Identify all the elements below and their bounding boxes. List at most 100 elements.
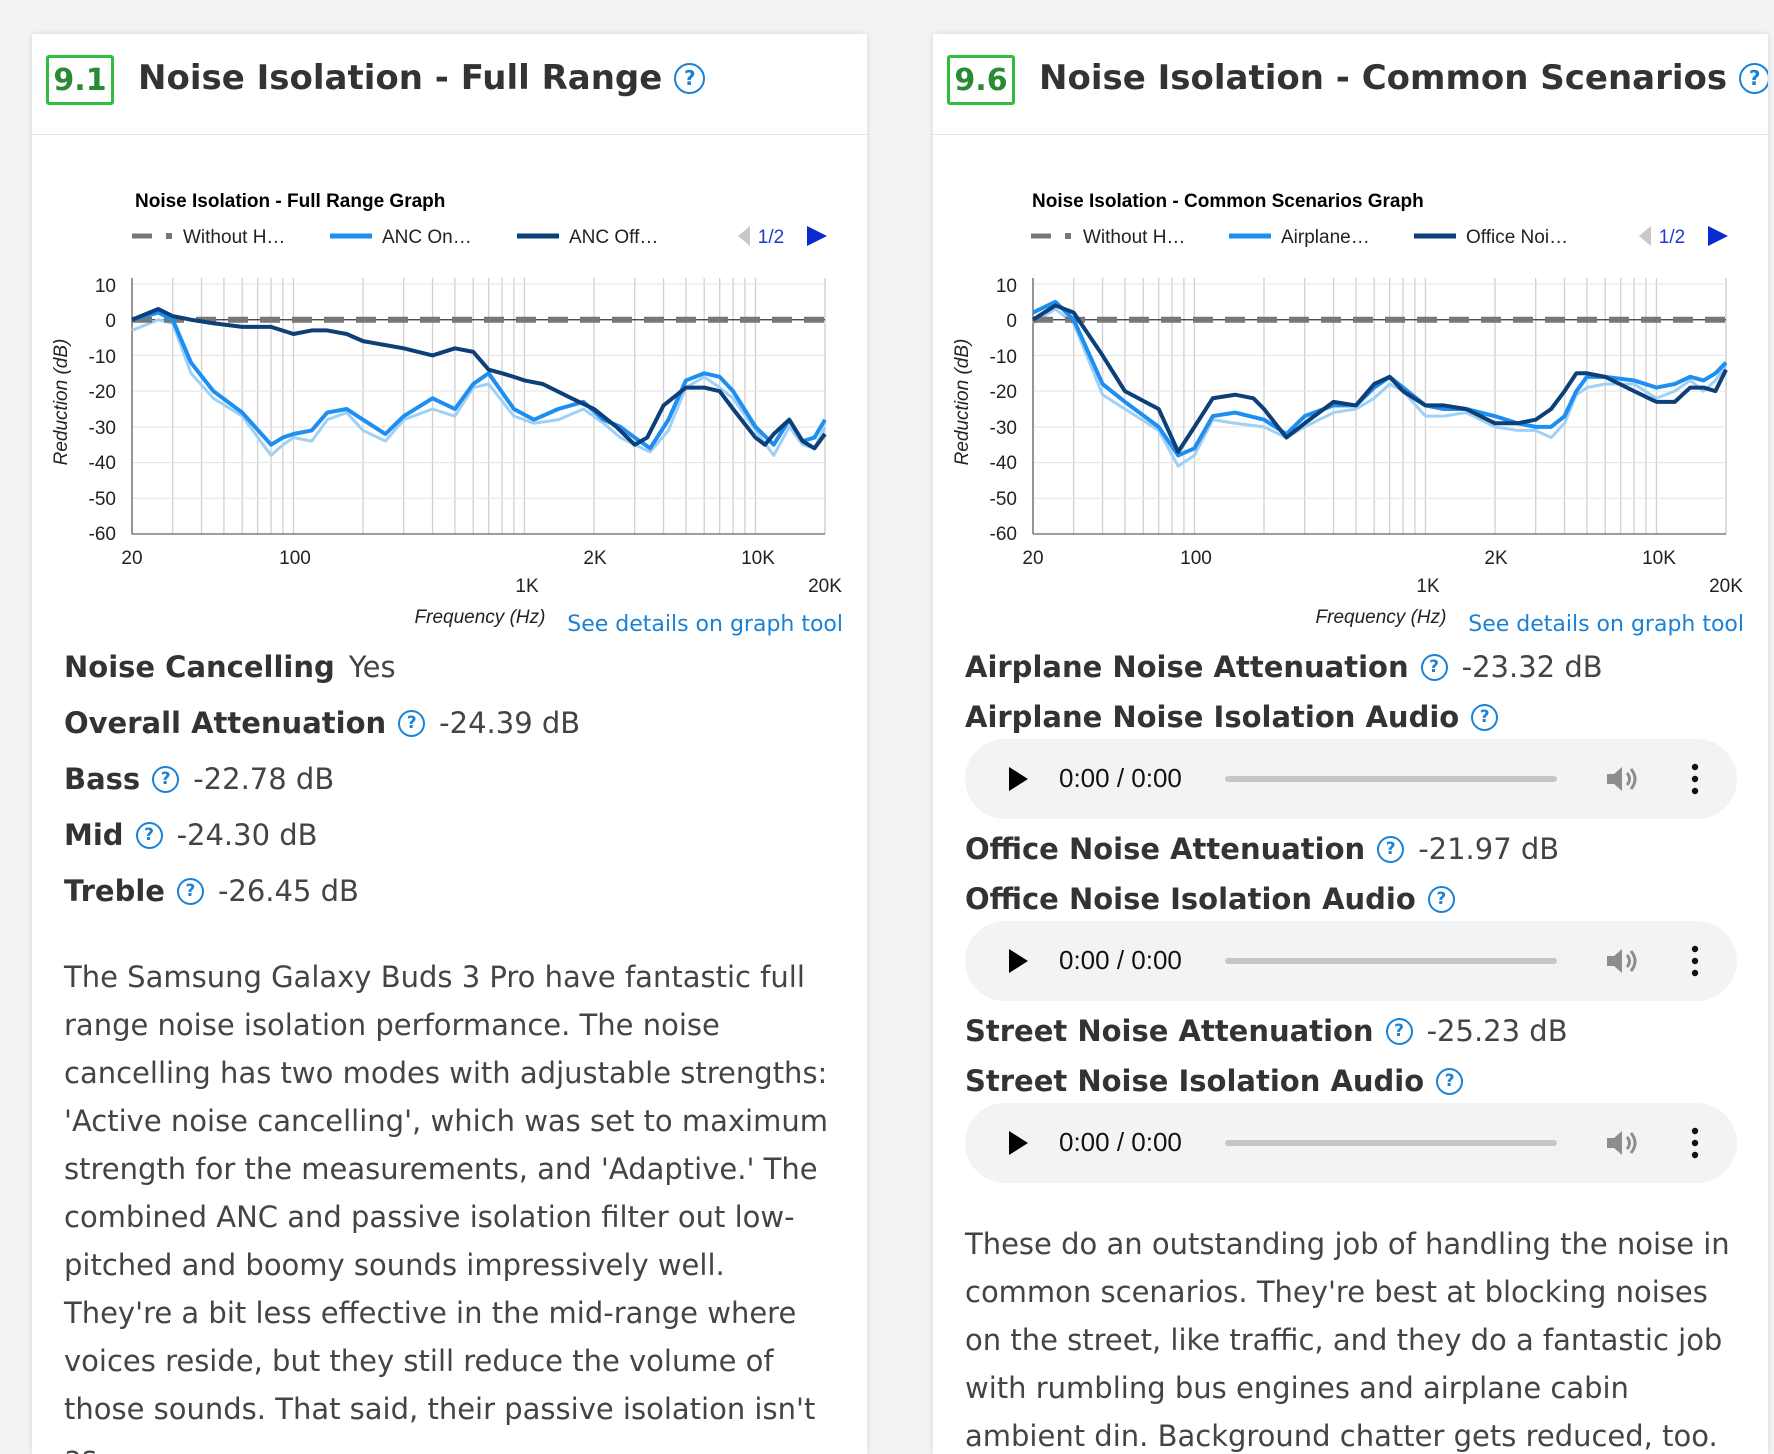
play-icon[interactable] [1009, 767, 1028, 791]
y-tick: -10 [990, 347, 1017, 368]
x-tick: 20 [121, 548, 142, 569]
stat-label: Overall Attenuation [64, 706, 387, 740]
stat-label: Street Noise Attenuation [965, 1014, 1374, 1048]
stat-airplane-attenuation: Airplane Noise Attenuation ? -23.32 dB [965, 650, 1603, 684]
help-icon[interactable]: ? [674, 62, 706, 94]
audio-seek-bar[interactable] [1225, 958, 1557, 964]
more-options-icon[interactable] [1690, 945, 1700, 977]
more-options-icon[interactable] [1690, 1127, 1700, 1159]
full-range-card: 9.1 Noise Isolation - Full Range ? Noise… [32, 34, 867, 1454]
legend-without[interactable]: Without H… [1083, 227, 1185, 248]
help-icon[interactable]: ? [1420, 653, 1448, 681]
y-tick: 10 [996, 276, 1017, 297]
common-scenarios-card: 9.6 Noise Isolation - Common Scenarios ?… [933, 34, 1768, 1454]
legend-anc-on[interactable]: ANC On… [382, 227, 472, 248]
graph-legend: Without H… Airplane… Office Noi… 1/2 [1031, 226, 1728, 248]
y-tick: -20 [89, 382, 116, 403]
legend-next-icon[interactable] [1708, 226, 1728, 246]
y-tick: -30 [990, 418, 1017, 439]
audio-time: 0:00 / 0:00 [1059, 763, 1182, 793]
help-icon[interactable]: ? [398, 709, 426, 737]
help-icon[interactable]: ? [1377, 835, 1405, 863]
x-tick: 10K [741, 548, 775, 569]
stat-office-attenuation: Office Noise Attenuation ? -21.97 dB [965, 832, 1559, 866]
help-icon[interactable]: ? [1471, 703, 1499, 731]
volume-icon[interactable] [1605, 1127, 1641, 1159]
office-audio-label: Office Noise Isolation Audio ? [965, 882, 1455, 916]
plot-area [1031, 278, 1728, 535]
street-audio-label: Street Noise Isolation Audio ? [965, 1064, 1464, 1098]
legend-next-icon[interactable] [807, 226, 827, 246]
stat-label: Office Noise Attenuation [965, 832, 1366, 866]
x-tick: 1K [1416, 576, 1440, 597]
y-tick: 10 [95, 276, 116, 297]
y-tick: -60 [89, 524, 116, 545]
common-scenarios-graph: Noise Isolation - Common Scenarios Graph… [952, 191, 1743, 628]
score-badge: 9.1 [46, 55, 114, 105]
legend-anc-off[interactable]: ANC Off… [569, 227, 658, 248]
stat-noise-cancelling: Noise Cancelling Yes [64, 650, 396, 684]
graph-tool-link[interactable]: See details on graph tool [567, 612, 843, 637]
y-axis-label: Reduction (dB) [51, 339, 72, 466]
x-tick: 2K [583, 548, 607, 569]
help-icon[interactable]: ? [135, 821, 163, 849]
audio-label-text: Street Noise Isolation Audio [965, 1064, 1425, 1098]
x-axis-label: Frequency (Hz) [415, 607, 546, 628]
x-tick: 100 [279, 548, 311, 569]
divider [32, 134, 867, 135]
y-axis-label: Reduction (dB) [952, 339, 973, 466]
graph-title: Noise Isolation - Common Scenarios Graph [1032, 191, 1424, 212]
help-icon[interactable]: ? [1436, 1067, 1464, 1095]
legend-page: 1/2 [758, 227, 784, 248]
legend-office[interactable]: Office Noi… [1466, 227, 1568, 248]
stat-value: -22.78 dB [193, 762, 335, 796]
stat-treble: Treble ? -26.45 dB [64, 874, 359, 908]
audio-seek-bar[interactable] [1225, 1140, 1557, 1146]
stat-overall-attenuation: Overall Attenuation ? -24.39 dB [64, 706, 580, 740]
audio-label-text: Airplane Noise Isolation Audio [965, 700, 1460, 734]
x-tick: 100 [1180, 548, 1212, 569]
stat-value: -21.97 dB [1418, 832, 1560, 866]
help-icon[interactable]: ? [1427, 885, 1455, 913]
play-icon[interactable] [1009, 949, 1028, 973]
legend-prev-icon[interactable] [738, 226, 750, 246]
legend-swatch-without-dot [166, 233, 172, 239]
graph-legend: Without H… ANC On… ANC Off… 1/2 [132, 226, 827, 248]
graph-tool-link[interactable]: See details on graph tool [1468, 612, 1744, 637]
y-tick: -50 [990, 489, 1017, 510]
stat-value: Yes [348, 650, 396, 684]
volume-icon[interactable] [1605, 763, 1641, 795]
y-tick: -50 [89, 489, 116, 510]
stat-label: Noise Cancelling [64, 650, 335, 684]
audio-seek-bar[interactable] [1225, 776, 1557, 782]
stat-bass: Bass ? -22.78 dB [64, 762, 334, 796]
y-axis-ticks: 10 0 -10 -20 -30 -40 -50 -60 [990, 276, 1017, 545]
help-icon[interactable]: ? [1739, 62, 1768, 94]
plot-area [131, 278, 827, 535]
section-title-text: Noise Isolation - Full Range [138, 58, 663, 98]
stat-mid: Mid ? -24.30 dB [64, 818, 318, 852]
x-axis-label: Frequency (Hz) [1316, 607, 1447, 628]
x-tick: 2K [1484, 548, 1508, 569]
full-range-graph: Noise Isolation - Full Range Graph Witho… [51, 191, 842, 628]
legend-without[interactable]: Without H… [183, 227, 285, 248]
legend-airplane[interactable]: Airplane… [1281, 227, 1370, 248]
y-tick: -40 [990, 453, 1017, 474]
airplane-audio-label: Airplane Noise Isolation Audio ? [965, 700, 1499, 734]
play-icon[interactable] [1009, 1131, 1028, 1155]
x-tick: 20K [808, 576, 842, 597]
help-icon[interactable]: ? [176, 877, 204, 905]
legend-prev-icon[interactable] [1639, 226, 1651, 246]
review-text: The Samsung Galaxy Buds 3 Pro have fanta… [64, 960, 828, 1454]
x-tick: 1K [515, 576, 539, 597]
series-line-1 [1032, 299, 1728, 458]
help-icon[interactable]: ? [152, 765, 180, 793]
y-tick: -40 [89, 453, 116, 474]
audio-time: 0:00 / 0:00 [1059, 1127, 1182, 1157]
score-badge: 9.6 [947, 55, 1015, 105]
stat-value: -25.23 dB [1426, 1014, 1568, 1048]
help-icon[interactable]: ? [1385, 1017, 1413, 1045]
y-tick: -30 [89, 418, 116, 439]
more-options-icon[interactable] [1690, 763, 1700, 795]
volume-icon[interactable] [1605, 945, 1641, 977]
